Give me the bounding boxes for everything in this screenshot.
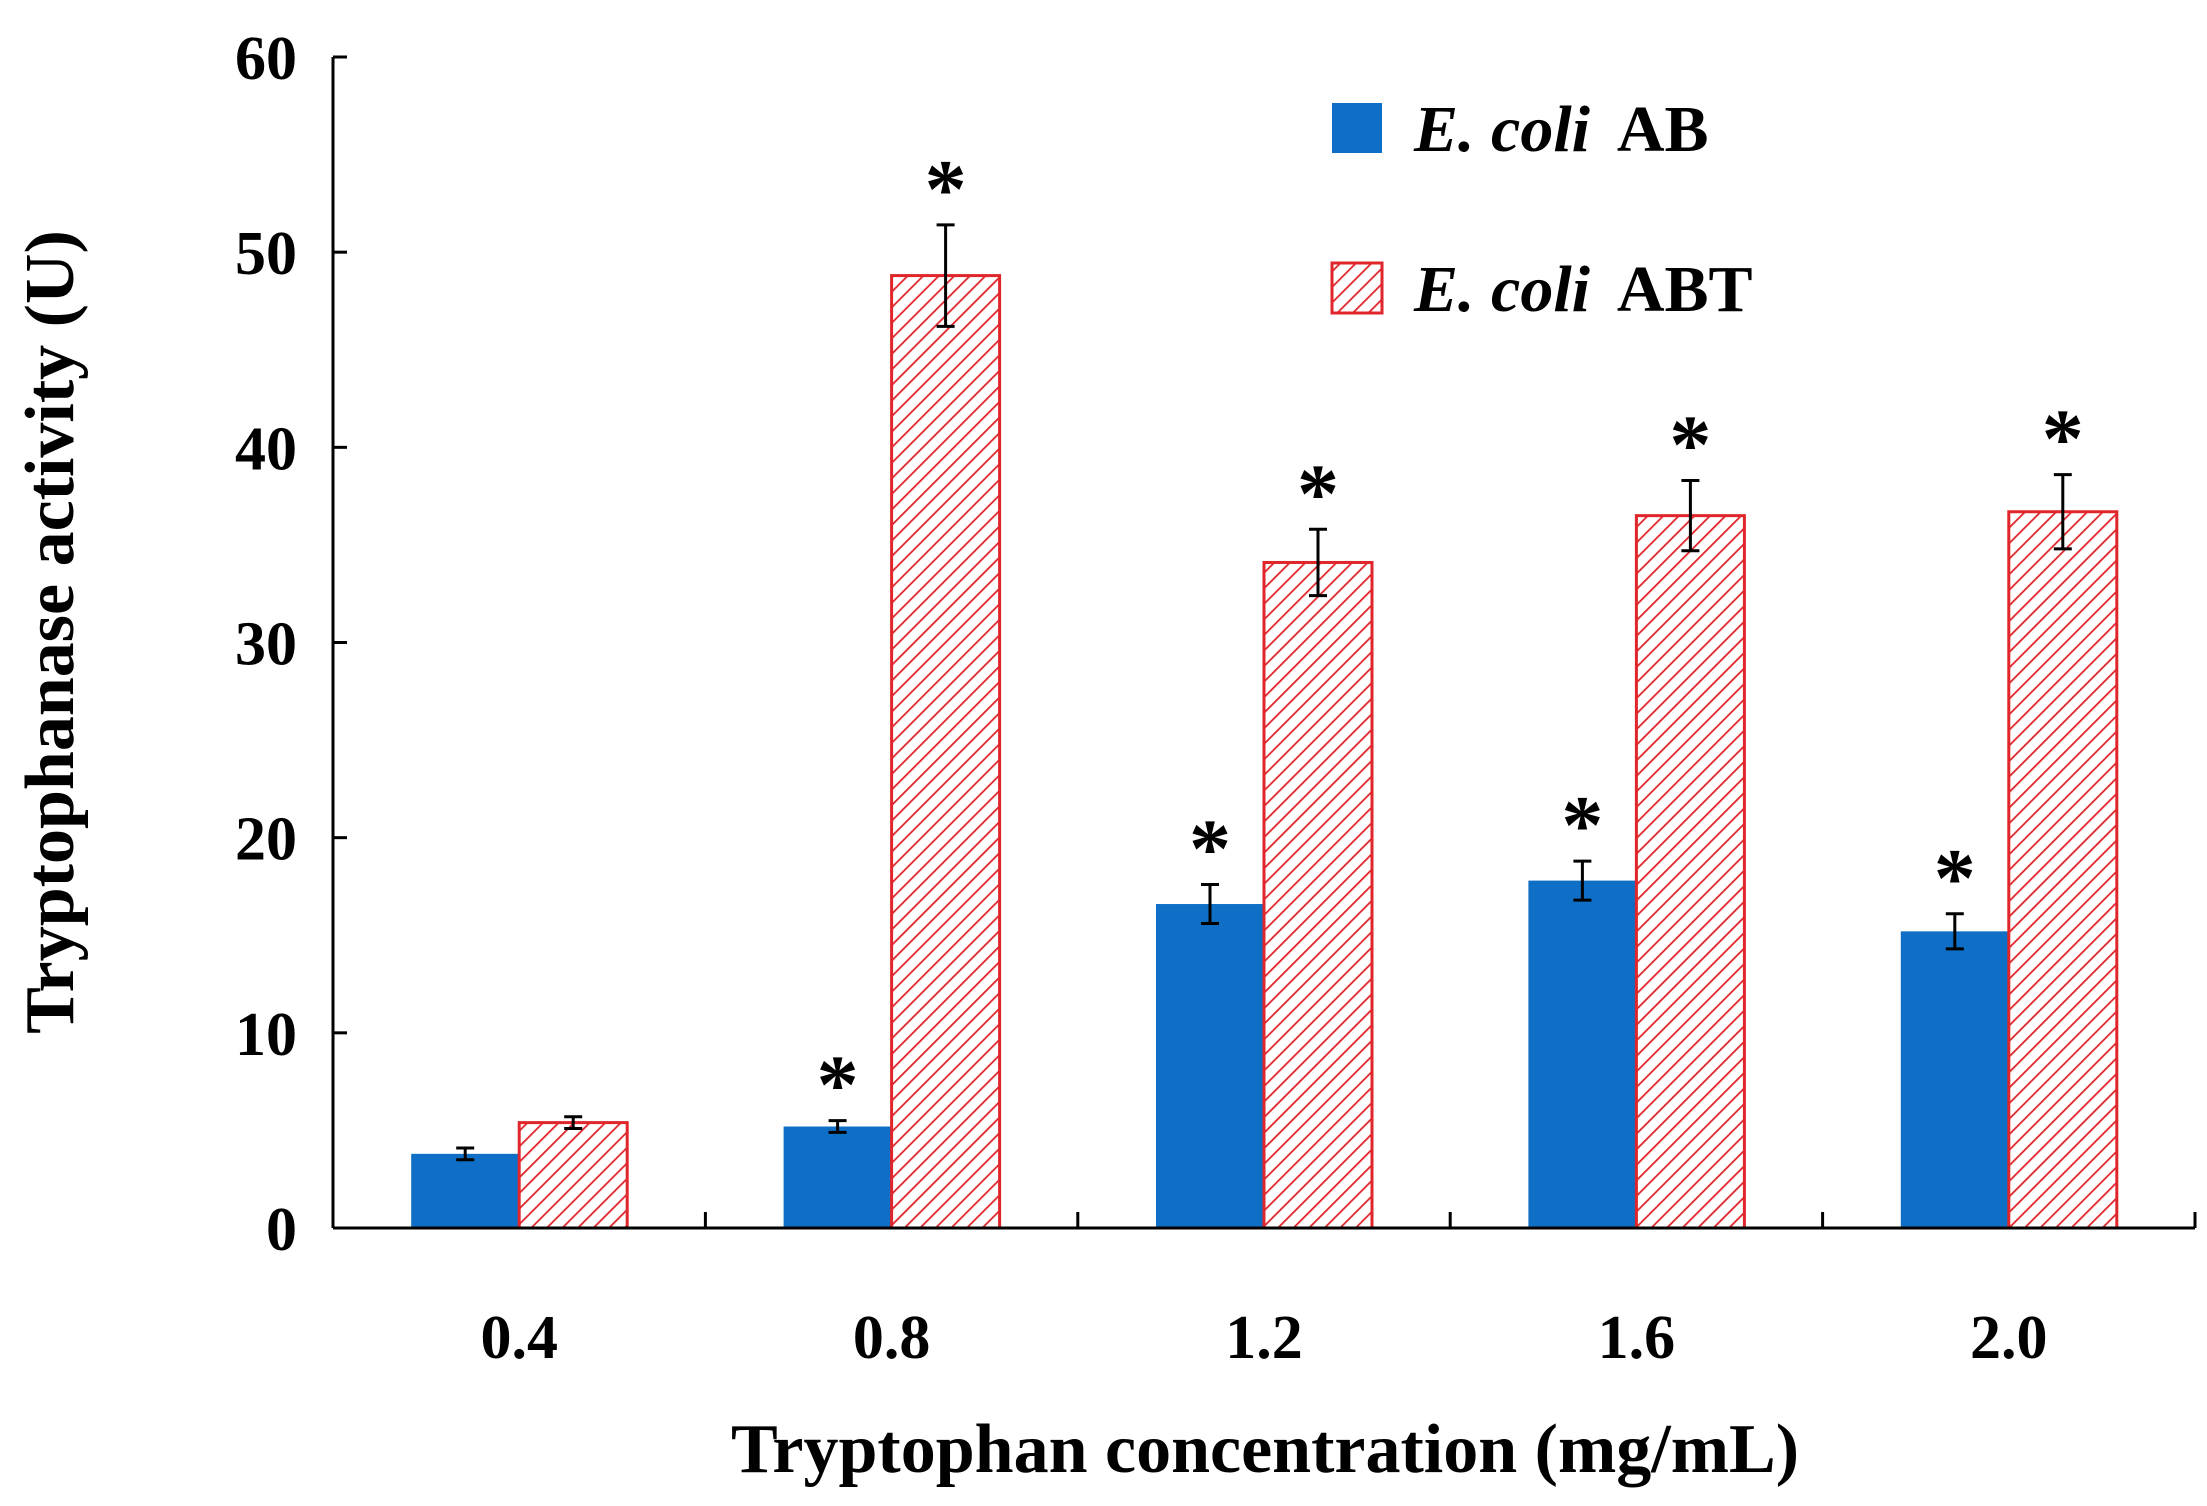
error-bar-abt-1.2 [1309,527,1327,598]
legend-label-series-0: E. coli AB [1413,93,1709,166]
x-tick-label: 0.4 [480,1304,558,1372]
bar-ab-2.0 [1900,931,2009,1228]
error-bar-ab-0.8 [828,1119,847,1134]
y-tick-label: 0 [266,1196,297,1264]
legend-suffix-part: AB [1617,93,1709,166]
legend-suffix-part: ABT [1617,253,1753,326]
bar-abt-1.2 [1262,560,1374,1230]
axes-layer [331,55,2197,1230]
legend-italic-part: E. coli [1413,93,1591,166]
x-tick-label: 2.0 [1970,1304,2048,1372]
significance-markers-layer: * * * * * * * * [817,143,2084,1132]
legend-swatch-hatched [1330,261,1384,315]
y-tick-label: 20 [235,806,297,874]
significance-star-abt-1.6: * [1669,399,1711,492]
bar-ab-1.2 [1156,904,1264,1228]
bar-ab-0.8 [783,1126,892,1228]
error-bar-ab-2.0 [1945,912,1964,951]
error-bar-abt-0.4 [564,1115,583,1130]
y-tick-label: 60 [235,25,297,93]
bar-abt-1.6 [1634,514,1746,1230]
error-bar-ab-0.4 [456,1146,475,1162]
error-bar-abt-0.8 [936,223,955,328]
error-bar-ab-1.6 [1573,859,1592,902]
error-bar-abt-2.0 [2053,473,2072,551]
bar-abt-0.4 [517,1121,629,1230]
x-tick-label: 0.8 [853,1304,931,1372]
significance-star-ab-2.0: * [1934,832,1976,925]
legend-swatch-solid [1332,103,1382,153]
y-tick-label: 40 [235,415,297,483]
x-tick-label: 1.6 [1598,1304,1676,1372]
bar-ab-1.6 [1528,880,1637,1228]
error-bar-ab-1.2 [1201,883,1219,926]
significance-star-abt-0.8: * [925,143,967,236]
bar-ab-0.4 [411,1153,520,1228]
error-bar-abt-1.6 [1681,479,1700,553]
tick-labels-layer: 0.4 0.8 1.2 1.6 2.0 0 10 20 30 40 50 60 [235,25,2048,1372]
legend-item-series-0: E. coli AB [1332,93,1709,166]
significance-star-ab-0.8: * [817,1039,859,1132]
error-bars-layer [456,223,2072,1162]
x-axis-title: Tryptophan concentration (mg/mL) [731,1411,1799,1488]
legend: E. coli AB E. coli ABT [1330,93,1753,326]
legend-label-series-1: E. coli ABT [1413,253,1753,326]
legend-italic-part: E. coli [1413,253,1591,326]
y-tick-label: 10 [235,1001,297,1069]
significance-star-ab-1.2: * [1189,803,1231,896]
bars-layer [411,274,2119,1230]
y-tick-label: 30 [235,611,297,679]
x-tick-label: 1.2 [1225,1304,1303,1372]
bar-abt-0.8 [890,274,1002,1230]
significance-star-abt-2.0: * [2042,393,2084,486]
significance-star-abt-1.2: * [1297,447,1339,540]
significance-star-ab-1.6: * [1561,779,1603,872]
bar-abt-2.0 [2007,510,2119,1230]
legend-item-series-1: E. coli ABT [1330,253,1753,326]
y-tick-label: 50 [235,220,297,288]
y-axis-title: Tryptophanase activity (U) [12,230,89,1034]
